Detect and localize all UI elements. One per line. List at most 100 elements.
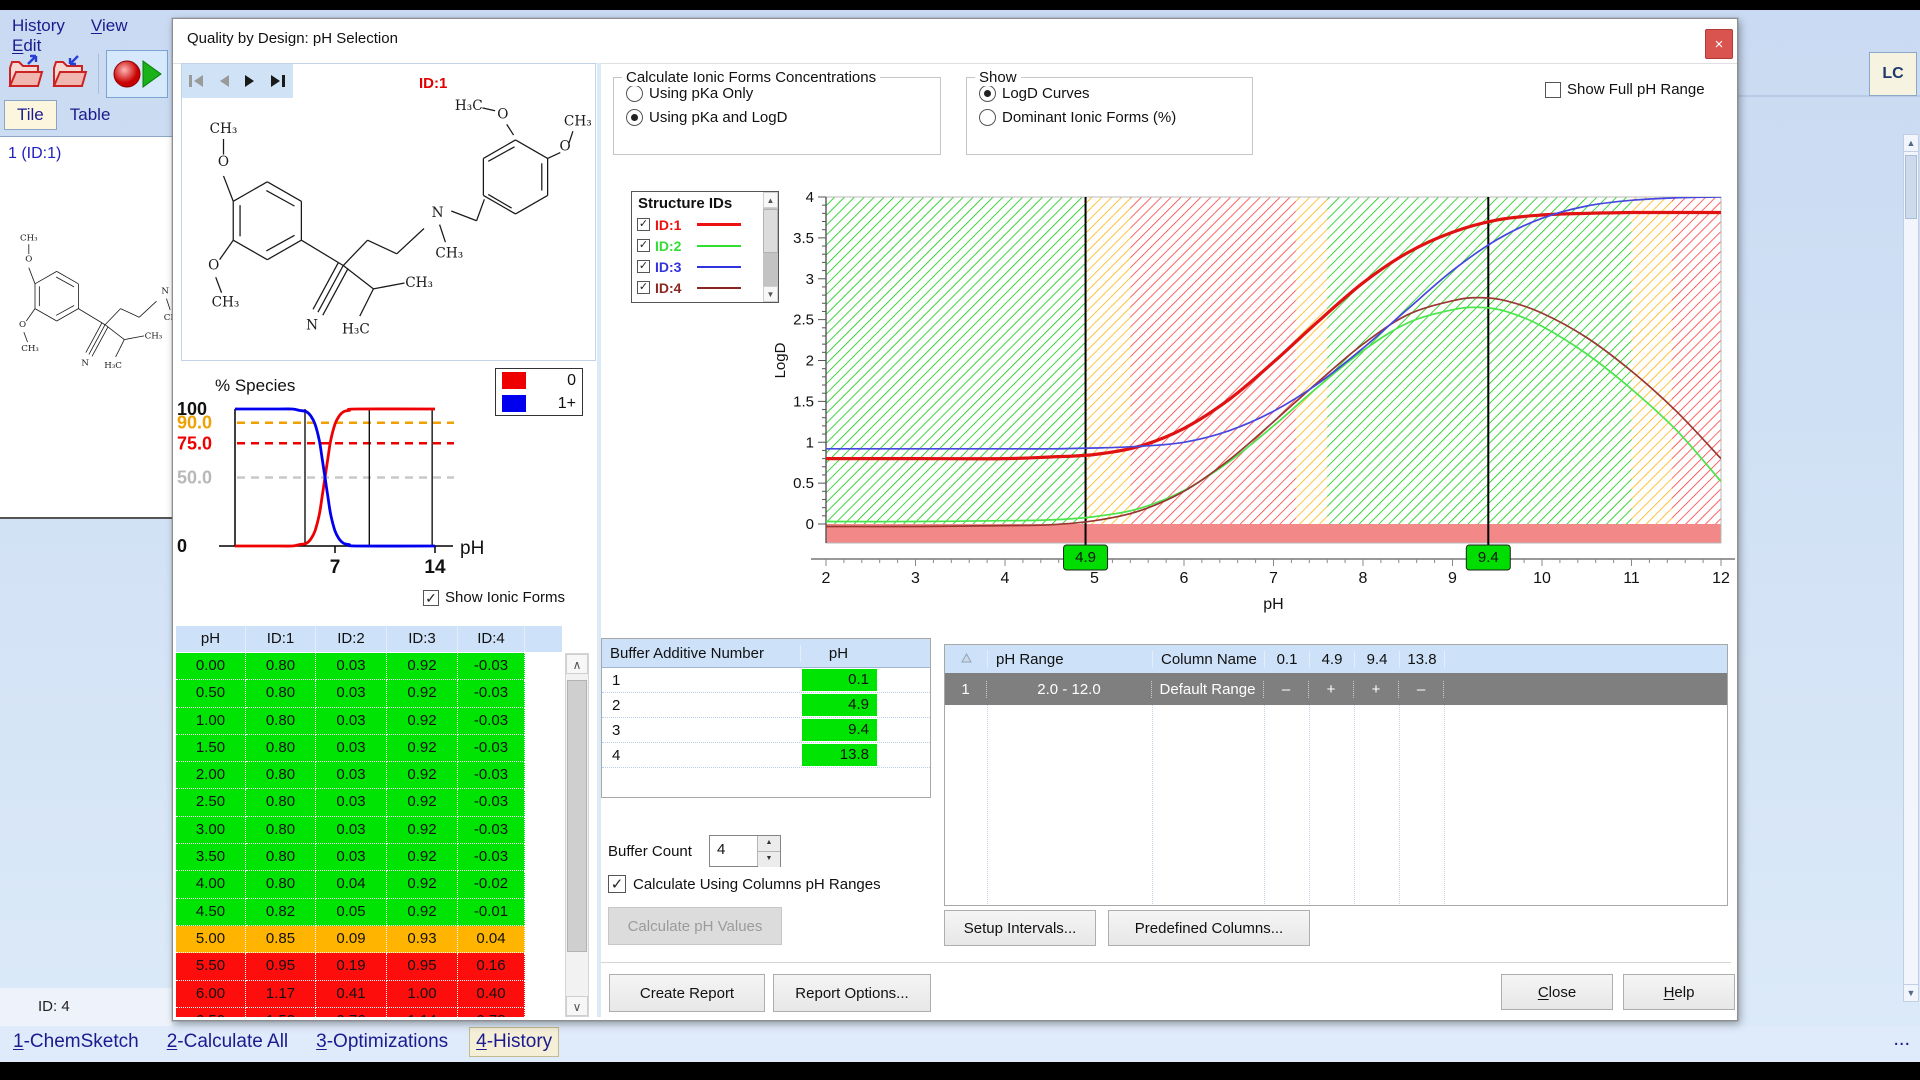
scrollbar-thumb[interactable] [763,209,778,253]
table-row[interactable]: 1.000.800.030.92-0.03 [176,708,562,735]
buffer-count-value[interactable]: 4 [717,841,725,858]
table-cell: 0.92 [387,680,458,707]
columns-table-header[interactable]: 9.4 [1355,651,1400,668]
table-row[interactable]: 4.500.820.050.92-0.01 [176,899,562,926]
buffer-row[interactable]: 24.9 [602,693,930,718]
table-cell: -0.03 [458,653,525,680]
predefined-columns-button[interactable]: Predefined Columns... [1108,910,1310,946]
legend-item-id2[interactable]: ✓ID:2 [632,235,778,256]
bottom-tab-3-optimizations[interactable]: 3-Optimizations [309,1027,455,1057]
table-row[interactable]: 0.000.800.030.92-0.03 [176,653,562,680]
app-vertical-scrollbar[interactable]: ▲ ▼ [1903,134,1919,1002]
bottom-tab-1-chemsketch[interactable]: 1-ChemSketch [6,1027,146,1057]
legend-item-id1[interactable]: ✓ID:1 [632,214,778,235]
table-row[interactable]: 3.500.800.030.92-0.03 [176,844,562,871]
table-row[interactable]: 2.000.800.030.92-0.03 [176,762,562,789]
create-report-button[interactable]: Create Report [609,974,765,1012]
scrollbar-thumb[interactable] [567,680,587,952]
table-row[interactable]: 2.500.800.030.92-0.03 [176,789,562,816]
species-1plus-label: 1+ [526,395,576,413]
ph-table-col-header[interactable]: ID:4 [458,626,525,652]
scroll-up-icon[interactable]: ▲ [1904,135,1918,152]
ph-table[interactable]: 0.000.800.030.92-0.030.500.800.030.92-0.… [176,653,562,1017]
svg-text:7: 7 [1269,570,1278,587]
scroll-up-icon[interactable]: ∧ [566,654,588,674]
scroll-down-icon[interactable]: ▼ [1904,984,1918,1001]
view-tab-table[interactable]: Table [57,100,124,130]
columns-table-header[interactable]: 13.8 [1400,651,1445,668]
svg-text:4: 4 [1001,570,1010,587]
columns-table-header[interactable]: Column Name [1153,651,1265,668]
columns-table-header[interactable]: pH Range [988,651,1153,668]
checkbox-box[interactable]: ✓ [608,875,626,893]
radio-logd-curves[interactable]: LogD Curves [979,85,1252,102]
lc-button[interactable]: LC [1869,52,1917,96]
molecule-thumbnail[interactable]: CH₃OOCH₃NH₃CCH₃NCH₃H₃COCH₃O [0,167,178,507]
table-row[interactable]: 6.501.520.761.140.78 [176,1008,562,1017]
radio-label: Using pKa Only [649,85,753,102]
view-tab-tile[interactable]: Tile [4,100,57,130]
checkbox-box[interactable] [1545,82,1561,98]
columns-table-header[interactable]: 0.1 [1265,651,1310,668]
buffer-row[interactable]: 413.8 [602,743,930,768]
tab-overflow-ellipsis[interactable]: ... [1893,1028,1910,1051]
open-folder-icon[interactable] [6,54,44,97]
checkbox-box[interactable]: ✓ [637,218,650,231]
table-row[interactable]: 6.001.170.411.000.40 [176,981,562,1008]
menu-item-view[interactable]: View [91,16,128,36]
buffer-row[interactable]: 39.4 [602,718,930,743]
svg-text:0: 0 [806,516,814,533]
radio-using-pka-only[interactable]: Using pKa Only [626,85,940,102]
legend-scrollbar[interactable]: ▲ ▼ [763,192,778,302]
scroll-down-icon[interactable]: ∨ [566,996,588,1016]
legend-item-id3[interactable]: ✓ID:3 [632,256,778,277]
ph-table-col-header[interactable]: ID:1 [246,626,316,652]
bottom-tab-2-calculate-all[interactable]: 2-Calculate All [160,1027,295,1057]
columns-table-row[interactable]: 12.0 - 12.0Default Range–++– [945,673,1727,705]
checkbox-box[interactable]: ✓ [637,281,650,294]
table-row[interactable]: 4.000.800.040.92-0.02 [176,871,562,898]
table-row[interactable]: 5.500.950.190.950.16 [176,953,562,980]
record-play-icon[interactable] [106,50,168,98]
close-button[interactable]: Close [1501,974,1613,1010]
radio-dominant-ionic-forms-[interactable]: Dominant Ionic Forms (%) [979,109,1252,126]
svg-text:pH: pH [460,538,484,559]
checkbox-box[interactable]: ✓ [423,590,439,606]
sort-icon[interactable] [961,653,972,663]
legend-item-id4[interactable]: ✓ID:4 [632,277,778,298]
buffer-row[interactable]: 10.1 [602,668,930,693]
ph-table-scrollbar[interactable]: ∧ ∨ [565,653,589,1017]
bottom-tab-4-history[interactable]: 4-History [469,1027,559,1057]
table-cell: 6.00 [176,981,246,1008]
stepper-up-icon[interactable]: ▲ [758,836,780,852]
scroll-up-icon[interactable]: ▲ [763,192,778,208]
close-icon[interactable]: × [1705,29,1733,59]
scrollbar-thumb[interactable] [1905,155,1917,219]
table-row[interactable]: 1.500.800.030.92-0.03 [176,735,562,762]
radio-using-pka-and-logd[interactable]: Using pKa and LogD [626,109,940,126]
help-button[interactable]: Help [1623,974,1735,1010]
ph-table-col-header[interactable]: ID:2 [316,626,387,652]
show-ionic-forms-checkbox[interactable]: ✓ Show Ionic Forms [423,589,565,606]
scroll-down-icon[interactable]: ▼ [763,286,778,302]
setup-intervals-button[interactable]: Setup Intervals... [944,910,1096,946]
table-row[interactable]: 5.000.850.090.930.04 [176,926,562,953]
menu-item-history[interactable]: History [12,16,65,36]
columns-table-header[interactable]: 4.9 [1310,651,1355,668]
groupbox-title: Show [975,69,1021,86]
checkbox-box[interactable]: ✓ [637,239,650,252]
buffer-count-stepper[interactable]: 4 ▲ ▼ [709,835,781,867]
report-options-button[interactable]: Report Options... [773,974,931,1012]
ph-table-col-header[interactable]: pH [176,626,246,652]
checkbox-box[interactable]: ✓ [637,260,650,273]
ph-table-col-header[interactable]: ID:3 [387,626,458,652]
svg-text:2.5: 2.5 [793,312,814,329]
table-row[interactable]: 0.500.800.030.92-0.03 [176,680,562,707]
stepper-down-icon[interactable]: ▼ [758,852,780,867]
calculate-ph-values-button[interactable]: Calculate pH Values [608,907,782,945]
calc-using-columns-checkbox[interactable]: ✓ Calculate Using Columns pH Ranges [608,875,881,893]
table-cell: 1.52 [246,1008,316,1017]
show-full-ph-range-checkbox[interactable]: Show Full pH Range [1545,81,1705,98]
table-row[interactable]: 3.000.800.030.92-0.03 [176,817,562,844]
save-folder-icon[interactable] [50,54,88,97]
